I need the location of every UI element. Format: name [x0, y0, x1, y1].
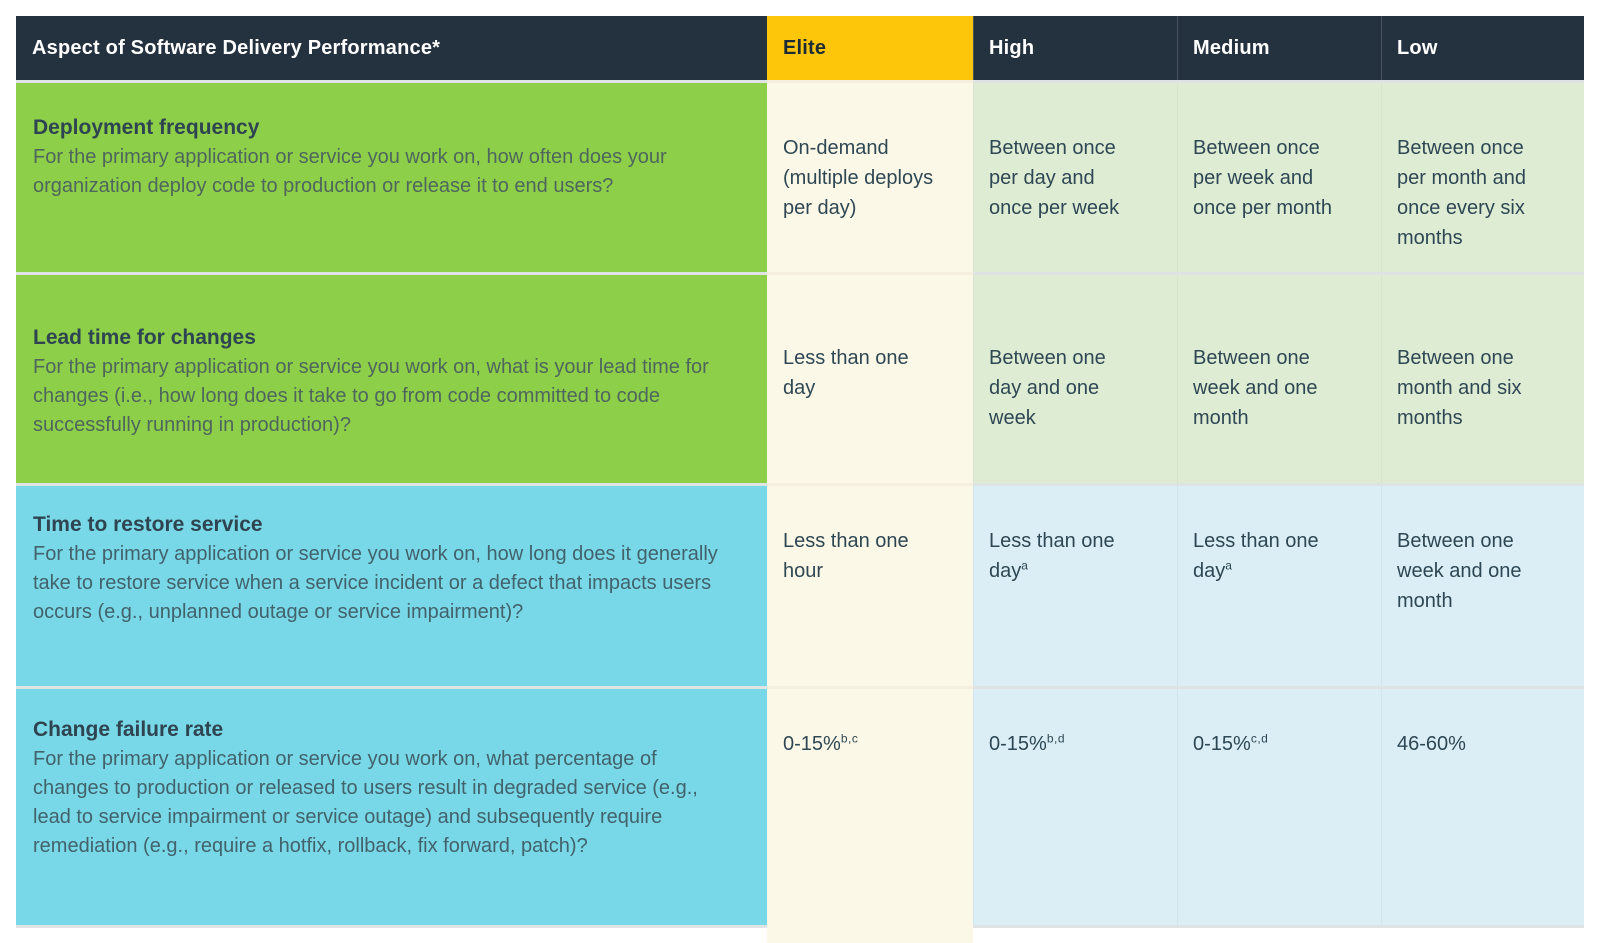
cell-value: Between one week and one month: [1193, 347, 1318, 429]
header-tier-high-label: High: [989, 36, 1035, 59]
cell-failure-elite: 0-15%b,c: [767, 689, 973, 925]
cell-leadtime-medium: Between one week and one month: [1177, 275, 1381, 483]
footnote-marker: a: [1225, 558, 1233, 573]
cell-value: 0-15%: [783, 733, 841, 755]
metric-question: For the primary application or service y…: [33, 146, 667, 197]
cell-failure-low: 46-60%: [1381, 689, 1584, 925]
below-table-whitespace: [16, 928, 767, 943]
cell-leadtime-low: Between one month and six months: [1381, 275, 1584, 483]
cell-deployment-medium: Between once per week and once per month: [1177, 83, 1381, 272]
cell-value: Less than one day: [783, 347, 909, 399]
below-table-whitespace: [973, 928, 1177, 943]
row-separator: [1381, 686, 1584, 689]
cell-deployment-elite: On-demand (multiple deploys per day): [767, 83, 973, 272]
table-bottom-edge: [1381, 925, 1584, 928]
cell-value: Between once per week and once per month: [1193, 137, 1332, 219]
cell-value: Between once per month and once every si…: [1397, 137, 1526, 249]
cell-value: Less than one day: [989, 530, 1115, 582]
metric-title: Change failure rate: [33, 718, 224, 741]
row-separator: [1177, 80, 1381, 83]
row-separator: [973, 686, 1177, 689]
elite-band-continuation: [767, 925, 973, 928]
performance-table: Aspect of Software Delivery Performance*…: [16, 16, 1584, 943]
cell-leadtime-high: Between one day and one week: [973, 275, 1177, 483]
footnote-marker: a: [1021, 558, 1029, 573]
header-tier-elite-label: Elite: [783, 36, 827, 59]
row-separator: [973, 272, 1177, 275]
cell-value: 0-15%: [989, 733, 1047, 755]
row-lead-time-description: Lead time for changes For the primary ap…: [16, 275, 767, 483]
row-separator: [1177, 686, 1381, 689]
row-time-to-restore-description: Time to restore service For the primary …: [16, 486, 767, 686]
header-tier-elite: Elite: [767, 16, 973, 80]
row-separator: [973, 80, 1177, 83]
metric-title: Deployment frequency: [33, 116, 260, 139]
elite-band-continuation: [767, 928, 973, 943]
metric-title: Time to restore service: [33, 513, 263, 536]
row-separator: [1381, 80, 1584, 83]
cell-failure-medium: 0-15%c,d: [1177, 689, 1381, 925]
cell-value: Between once per day and once per week: [989, 137, 1120, 219]
row-separator: [16, 483, 767, 486]
table-bottom-edge: [1177, 925, 1381, 928]
row-separator: [973, 483, 1177, 486]
cell-value: Between one month and six months: [1397, 347, 1522, 429]
metric-question: For the primary application or service y…: [33, 543, 718, 623]
row-deployment-frequency-description: Deployment frequency For the primary app…: [16, 83, 767, 272]
metric-question: For the primary application or service y…: [33, 356, 709, 436]
header-aspect-label: Aspect of Software Delivery Performance*: [32, 36, 441, 59]
cell-value: 0-15%: [1193, 733, 1251, 755]
row-separator: [16, 686, 767, 689]
metric-title: Lead time for changes: [33, 326, 256, 349]
cell-deployment-low: Between once per month and once every si…: [1381, 83, 1584, 272]
cell-value: Between one day and one week: [989, 347, 1106, 429]
row-separator: [767, 80, 973, 83]
header-tier-low: Low: [1381, 16, 1584, 80]
below-table-whitespace: [1381, 928, 1584, 943]
cell-value: Less than one hour: [783, 530, 909, 582]
cell-value: On-demand (multiple deploys per day): [783, 137, 934, 219]
row-separator: [1177, 483, 1381, 486]
row-separator: [16, 272, 767, 275]
row-separator: [1381, 272, 1584, 275]
table-bottom-edge: [973, 925, 1177, 928]
cell-value: Between one week and one month: [1397, 530, 1522, 612]
cell-deployment-high: Between once per day and once per week: [973, 83, 1177, 272]
header-tier-high: High: [973, 16, 1177, 80]
cell-failure-high: 0-15%b,d: [973, 689, 1177, 925]
cell-value: 46-60%: [1397, 733, 1466, 755]
below-table-whitespace: [1177, 928, 1381, 943]
cell-leadtime-elite: Less than one day: [767, 275, 973, 483]
row-separator: [767, 272, 973, 275]
metric-question: For the primary application or service y…: [33, 748, 698, 857]
row-separator: [1381, 483, 1584, 486]
cell-restore-medium: Less than one daya: [1177, 486, 1381, 686]
row-separator: [1177, 272, 1381, 275]
cell-value: Less than one day: [1193, 530, 1319, 582]
header-tier-low-label: Low: [1397, 36, 1438, 59]
footnote-marker: b,d: [1046, 731, 1065, 746]
row-separator: [767, 686, 973, 689]
footnote-marker: c,d: [1250, 731, 1269, 746]
table-bottom-edge: [16, 925, 767, 928]
cell-restore-elite: Less than one hour: [767, 486, 973, 686]
header-tier-medium: Medium: [1177, 16, 1381, 80]
cell-restore-high: Less than one daya: [973, 486, 1177, 686]
header-aspect: Aspect of Software Delivery Performance*: [16, 16, 767, 80]
header-tier-medium-label: Medium: [1193, 36, 1270, 59]
cell-restore-low: Between one week and one month: [1381, 486, 1584, 686]
row-change-failure-description: Change failure rate For the primary appl…: [16, 689, 767, 925]
row-separator: [16, 80, 767, 83]
footnote-marker: b,c: [840, 731, 859, 746]
row-separator: [767, 483, 973, 486]
